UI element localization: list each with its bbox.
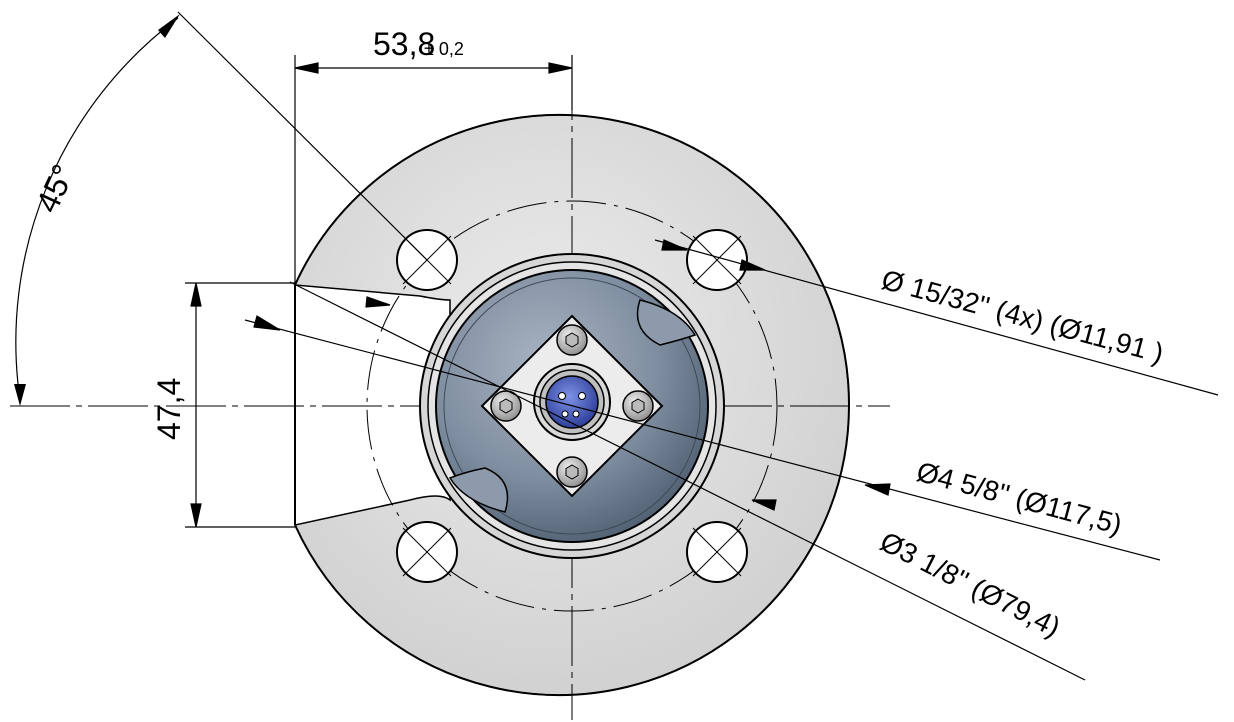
bolt-hole-bottom-right xyxy=(686,521,748,583)
height-dimension xyxy=(185,282,295,528)
screw-bottom xyxy=(556,456,588,488)
screws xyxy=(490,324,654,488)
width-value: 53,8 xyxy=(373,26,435,62)
bolt-holes xyxy=(396,229,748,583)
screw-top xyxy=(556,324,588,356)
width-dimension xyxy=(294,55,573,285)
flange-outer-callout-leader xyxy=(244,315,1161,561)
bolt-circle-callout: Ø3 1/8'' (Ø79,4) xyxy=(875,526,1065,643)
flange-outer-callout: Ø4 5/8'' (Ø117,5) xyxy=(913,456,1125,541)
bolt-hole-bottom-left xyxy=(396,521,458,583)
bolt-hole-callout-leader xyxy=(654,239,1219,396)
angle-dimension xyxy=(14,11,428,406)
bolt-hole-callout: Ø 15/32'' (4x) (Ø11,91 ) xyxy=(878,264,1166,369)
screw-left xyxy=(490,390,522,422)
bolt-hole-top-right xyxy=(686,229,748,291)
bolt-circle-callout-leader xyxy=(289,281,1086,681)
height-value: 47,4 xyxy=(151,378,187,440)
screw-right xyxy=(622,390,654,422)
angle-value: 45° xyxy=(29,159,82,218)
width-tolerance: ± 0,2 xyxy=(424,39,464,59)
connector xyxy=(533,363,611,441)
